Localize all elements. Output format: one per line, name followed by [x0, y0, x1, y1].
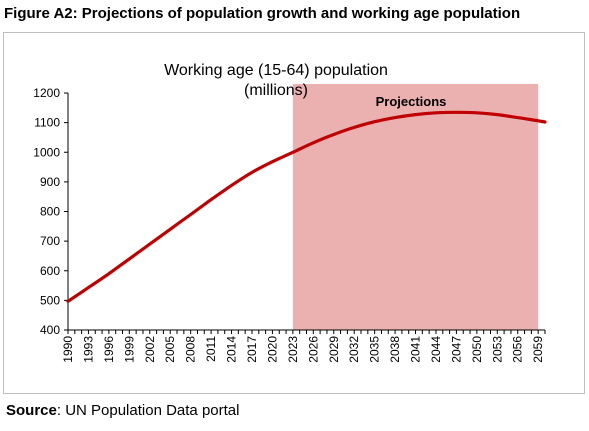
x-tick-label: 1999: [122, 336, 136, 363]
x-tick-label: 2050: [470, 336, 484, 363]
x-tick-label: 2035: [368, 336, 382, 363]
x-tick-label: 2008: [184, 336, 198, 363]
x-tick-label: 2017: [245, 336, 259, 363]
x-tick-label: 2044: [429, 336, 443, 363]
x-tick-label: 2023: [286, 336, 300, 363]
x-tick-label: 1993: [81, 336, 95, 363]
x-tick-label: 2053: [490, 336, 504, 363]
chart-frame: [3, 32, 585, 394]
projections-region: [292, 84, 539, 330]
figure-title: Figure A2: Projections of population gro…: [4, 5, 521, 22]
y-tick-label: 400: [40, 323, 60, 337]
chart-title-line2: (millions): [244, 82, 308, 99]
x-tick-label: 1990: [61, 336, 75, 363]
y-tick-label: 1000: [33, 145, 60, 159]
x-tick-label: 2056: [511, 336, 525, 363]
x-tick-label: 2041: [409, 336, 423, 363]
x-tick-label: 2047: [449, 336, 463, 363]
x-tick-label: 2029: [327, 336, 341, 363]
y-tick-label: 1200: [33, 86, 60, 100]
y-tick-label: 500: [40, 293, 60, 307]
x-tick-label: 2032: [347, 336, 361, 363]
x-tick-label: 2026: [306, 336, 320, 363]
population-line: [66, 110, 547, 303]
x-tick-label: 2059: [531, 336, 545, 363]
x-tick-label: 1996: [102, 336, 116, 363]
y-tick-label: 600: [40, 264, 60, 278]
y-tick-label: 1100: [34, 116, 60, 130]
y-tick-label: 800: [40, 205, 60, 219]
x-tick-label: 2002: [143, 336, 157, 363]
source-note: Source: UN Population Data portal: [6, 402, 239, 419]
x-tick-label: 2020: [265, 336, 279, 363]
source-text: : UN Population Data portal: [56, 402, 240, 419]
y-tick-label: 700: [40, 234, 60, 248]
x-tick-label: 2038: [388, 336, 402, 363]
source-label: Source: [6, 402, 57, 419]
chart-title-line1: Working age (15-64) population: [164, 62, 388, 79]
y-tick-label: 900: [40, 175, 60, 189]
projections-label: Projections: [376, 94, 447, 109]
x-tick-label: 2005: [163, 336, 177, 363]
x-tick-label: 2011: [204, 336, 218, 362]
x-tick-label: 2014: [225, 336, 239, 363]
